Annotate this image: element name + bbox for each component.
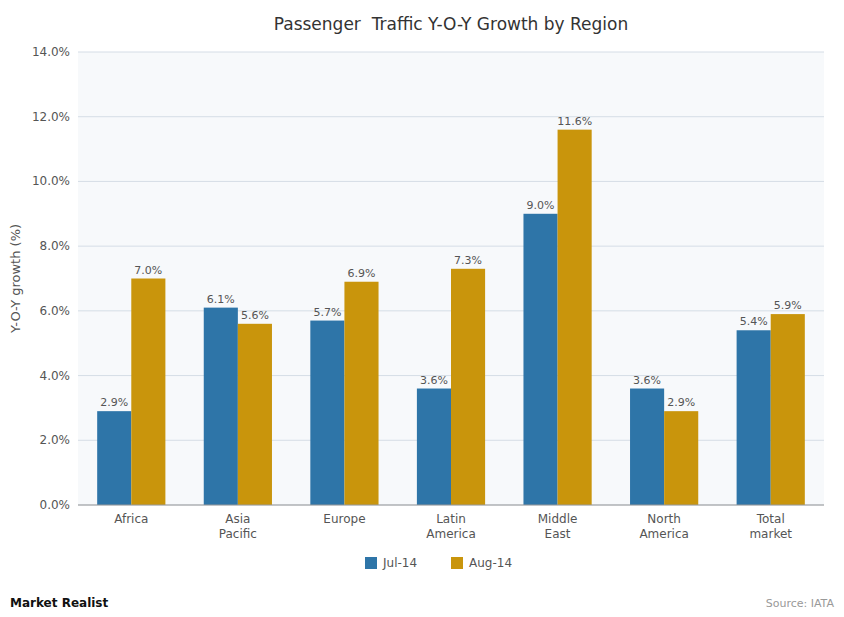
data-label: 2.9% xyxy=(100,396,128,409)
bar xyxy=(238,324,272,505)
x-tick-label: Africa xyxy=(114,512,148,526)
data-label: 9.0% xyxy=(527,199,555,212)
data-label: 5.7% xyxy=(313,306,341,319)
x-axis-line xyxy=(78,505,824,506)
grid-line xyxy=(78,505,824,506)
bars xyxy=(97,130,805,505)
data-labels: 2.9% 6.1% 5.7% 3.6% 9.0% 3.6% 5.4% 7.0% 5.6% 6.9%… xyxy=(100,115,801,410)
bar xyxy=(630,389,664,505)
legend: Jul-14 Aug-14 xyxy=(365,556,512,570)
y-tick-label: 4.0% xyxy=(40,369,71,383)
legend-swatch xyxy=(365,557,377,569)
title: Passenger Traffic Y-O-Y Growth by Region xyxy=(274,14,629,34)
x-tick-label-line: America xyxy=(426,527,476,541)
legend-label: Jul-14 xyxy=(382,556,417,570)
bar xyxy=(523,214,557,505)
data-label: 3.6% xyxy=(633,374,661,387)
data-label: 7.3% xyxy=(454,254,482,267)
data-label: 5.4% xyxy=(740,315,768,328)
y-tick-label: 2.0% xyxy=(40,433,71,447)
y-tick-label: 12.0% xyxy=(32,110,70,124)
x-tick-label: LatinAmerica xyxy=(426,512,476,541)
grid-line xyxy=(78,116,824,117)
y-tick-label: 6.0% xyxy=(40,304,71,318)
x-tick-label-line: East xyxy=(545,527,571,541)
y-tick-label: 8.0% xyxy=(40,239,71,253)
x-tick-label-line: Middle xyxy=(538,512,578,526)
y-tick-label: 14.0% xyxy=(32,45,70,59)
x-tick-label: NorthAmerica xyxy=(639,512,689,541)
x-tick-label-line: market xyxy=(749,527,792,541)
x-tick-label-line: Africa xyxy=(114,512,148,526)
legend-label: Aug-14 xyxy=(469,556,512,570)
bar xyxy=(737,330,771,505)
chart: 0.0% 2.0% 4.0% 6.0% 8.0% 10.0% 12.0% 14.0% 2.9% 6… xyxy=(0,0,844,617)
y-tick-label: 0.0% xyxy=(40,498,71,512)
bar xyxy=(417,389,451,505)
x-tick-label-line: Latin xyxy=(436,512,466,526)
legend-swatch xyxy=(451,557,463,569)
y-axis-label: Y-O-Y growth (%) xyxy=(8,224,23,334)
x-tick-label-line: Asia xyxy=(225,512,250,526)
bar xyxy=(451,269,485,505)
data-label: 3.6% xyxy=(420,374,448,387)
x-tick-label: Europe xyxy=(323,512,365,526)
grid-line xyxy=(78,181,824,182)
grid xyxy=(78,52,824,505)
annotation: Market Realist xyxy=(10,596,109,610)
data-label: 6.9% xyxy=(348,267,376,280)
annotation: Source: IATA xyxy=(766,597,835,610)
plot-area xyxy=(78,52,824,505)
bar xyxy=(204,308,238,505)
x-tick-label-line: North xyxy=(647,512,681,526)
data-label: 11.6% xyxy=(557,115,592,128)
y-tick-label: 10.0% xyxy=(32,174,70,188)
data-label: 6.1% xyxy=(207,293,235,306)
data-label: 5.6% xyxy=(241,309,269,322)
x-tick-label: AsiaPacific xyxy=(219,512,257,541)
x-tick-label: Totalmarket xyxy=(749,512,792,541)
data-label: 5.9% xyxy=(774,299,802,312)
bar xyxy=(344,282,378,505)
bar xyxy=(558,130,592,505)
x-tick-label-line: Europe xyxy=(323,512,365,526)
data-label: 2.9% xyxy=(667,396,695,409)
bar xyxy=(310,321,344,505)
bar xyxy=(131,279,165,506)
bar xyxy=(97,411,131,505)
data-label: 7.0% xyxy=(134,264,162,277)
x-tick-label: MiddleEast xyxy=(538,512,578,541)
bar xyxy=(664,411,698,505)
x-tick-label-line: Pacific xyxy=(219,527,257,541)
grid-line xyxy=(78,52,824,53)
x-tick-label-line: America xyxy=(639,527,689,541)
bar xyxy=(771,314,805,505)
grid-line xyxy=(78,246,824,247)
x-tick-label-line: Total xyxy=(756,512,785,526)
